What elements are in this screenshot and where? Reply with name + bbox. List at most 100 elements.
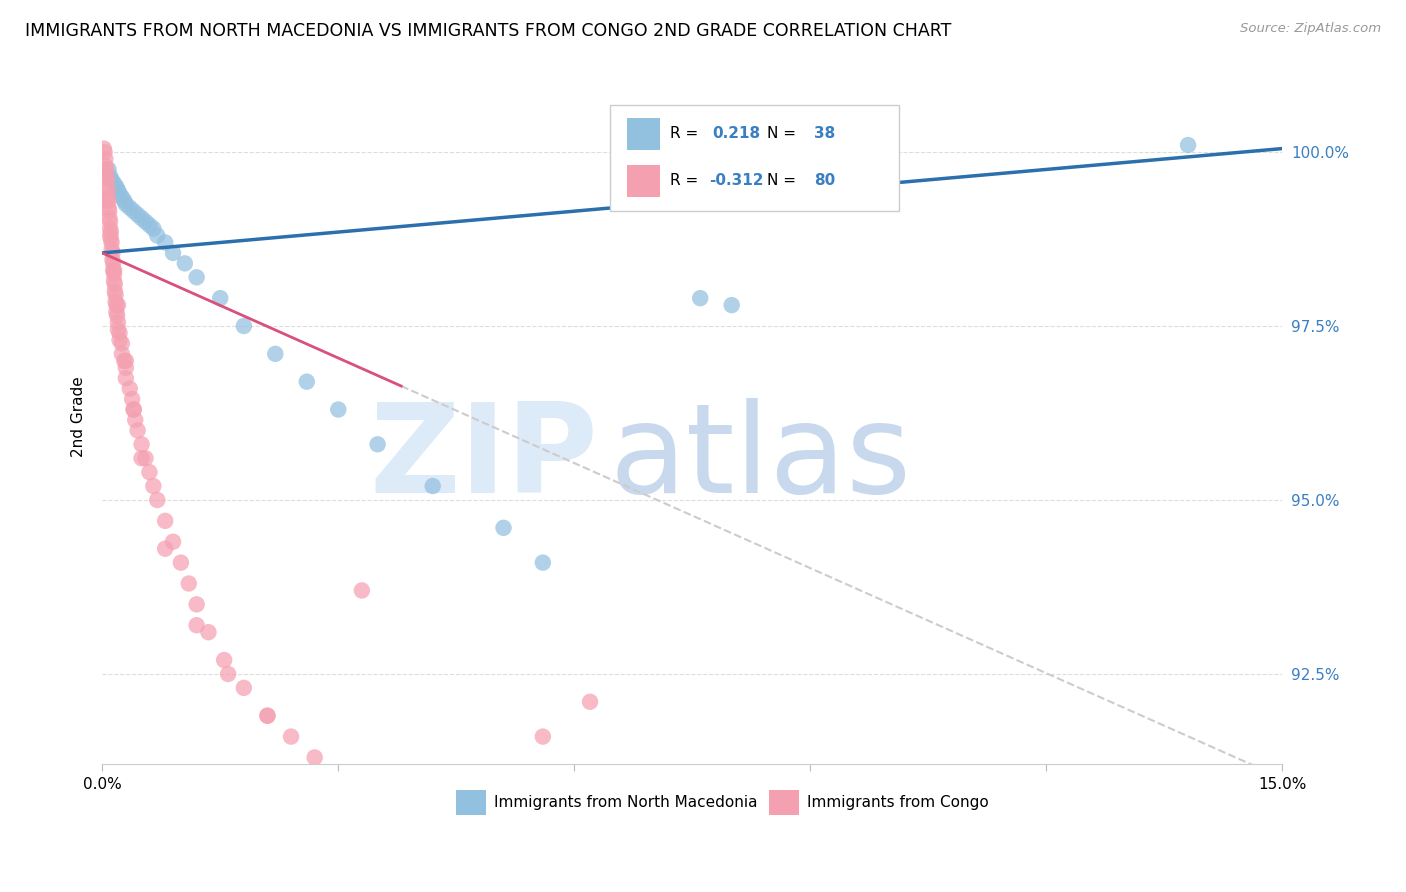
Text: N =: N = <box>766 172 800 187</box>
Point <box>97 162 120 177</box>
Point <box>256 708 278 723</box>
Point <box>98 169 121 184</box>
Point <box>186 618 208 632</box>
Point <box>1177 138 1199 153</box>
Point <box>127 208 149 222</box>
Point <box>209 291 232 305</box>
Text: Source: ZipAtlas.com: Source: ZipAtlas.com <box>1240 22 1381 36</box>
Point <box>146 493 169 508</box>
Point <box>134 214 156 228</box>
Point <box>105 305 128 319</box>
Point <box>118 201 141 215</box>
Point <box>107 183 129 197</box>
Point <box>131 451 153 466</box>
Point <box>103 263 125 277</box>
Point <box>114 197 136 211</box>
FancyBboxPatch shape <box>610 105 898 211</box>
Point <box>186 598 208 612</box>
Text: R =: R = <box>669 126 703 141</box>
Point <box>108 186 131 201</box>
Point <box>579 695 602 709</box>
Point <box>112 353 135 368</box>
Point <box>422 479 444 493</box>
Point <box>121 392 143 406</box>
Point <box>103 177 125 191</box>
Point <box>104 287 127 301</box>
Point <box>197 625 219 640</box>
Point <box>97 183 120 197</box>
Point <box>118 382 141 396</box>
Point <box>256 708 278 723</box>
Point <box>114 360 136 375</box>
Point <box>177 576 200 591</box>
Point <box>153 235 176 250</box>
Point <box>100 235 122 250</box>
Point <box>295 375 318 389</box>
Point <box>97 194 120 208</box>
Point <box>212 653 235 667</box>
Point <box>105 309 128 323</box>
Point <box>97 190 120 204</box>
Point <box>107 322 129 336</box>
Point <box>105 179 128 194</box>
Text: 38: 38 <box>814 126 835 141</box>
Point <box>103 256 125 270</box>
Point <box>720 298 742 312</box>
Point <box>101 246 124 260</box>
Point <box>108 333 131 347</box>
Point <box>98 228 121 243</box>
Text: R =: R = <box>669 172 703 187</box>
Point <box>280 730 302 744</box>
Point <box>170 556 193 570</box>
Point <box>108 326 131 340</box>
Point <box>100 243 122 257</box>
Point <box>367 437 389 451</box>
Point <box>153 514 176 528</box>
Point <box>186 270 208 285</box>
Point <box>689 291 711 305</box>
Point <box>304 750 326 764</box>
Point <box>124 413 146 427</box>
Point <box>100 225 122 239</box>
Point <box>94 152 117 166</box>
Point <box>93 145 115 159</box>
Text: Immigrants from Congo: Immigrants from Congo <box>807 795 988 810</box>
Point <box>122 402 145 417</box>
Point <box>98 221 121 235</box>
Text: N =: N = <box>766 126 800 141</box>
Point <box>142 221 165 235</box>
Text: Immigrants from North Macedonia: Immigrants from North Macedonia <box>494 795 758 810</box>
Point <box>112 194 135 208</box>
Point <box>142 479 165 493</box>
Point <box>104 277 127 292</box>
Point <box>100 173 122 187</box>
Point <box>98 211 121 226</box>
Point <box>131 437 153 451</box>
Point <box>104 284 127 298</box>
Point <box>122 402 145 417</box>
Point <box>94 169 117 184</box>
Point <box>97 201 120 215</box>
Point <box>531 730 554 744</box>
Point <box>111 347 134 361</box>
Point <box>103 263 125 277</box>
Point <box>131 211 153 226</box>
Point <box>350 583 373 598</box>
Y-axis label: 2nd Grade: 2nd Grade <box>72 376 86 457</box>
FancyBboxPatch shape <box>627 165 661 197</box>
Text: 0.218: 0.218 <box>713 126 761 141</box>
Point <box>104 294 127 309</box>
Point <box>111 190 134 204</box>
Point <box>134 451 156 466</box>
Point <box>492 521 515 535</box>
Point <box>146 228 169 243</box>
Point <box>162 534 184 549</box>
Point <box>100 232 122 246</box>
Point <box>107 298 129 312</box>
Text: atlas: atlas <box>610 398 912 519</box>
FancyBboxPatch shape <box>769 790 799 815</box>
Point <box>162 246 184 260</box>
FancyBboxPatch shape <box>457 790 486 815</box>
Point <box>101 252 124 267</box>
Point <box>94 162 117 177</box>
